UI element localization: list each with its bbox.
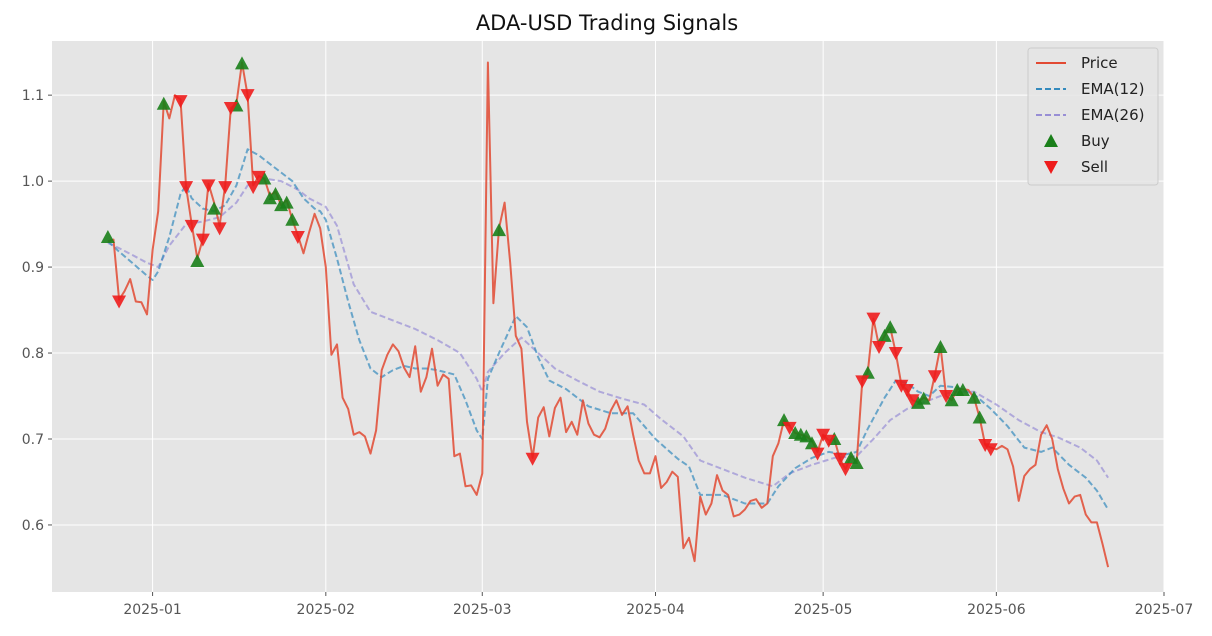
buy-marker [234, 56, 249, 70]
legend-buy-label: Buy [1081, 132, 1110, 150]
legend-ema26-label: EMA(26) [1081, 106, 1144, 124]
buy-marker [804, 436, 819, 450]
x-tick-label: 2025-07 [1135, 602, 1194, 618]
buy-marker [100, 229, 115, 243]
sell-marker [866, 312, 881, 326]
buy-marker [849, 456, 864, 470]
sell-marker [810, 447, 825, 461]
x-tick-label: 2025-05 [794, 602, 853, 618]
y-tick-label: 0.7 [22, 432, 44, 448]
sell-marker [905, 394, 920, 408]
y-tick-label: 1.1 [22, 88, 44, 104]
buy-marker [877, 328, 892, 342]
sell-marker [855, 375, 870, 389]
sell-marker [872, 341, 887, 355]
legend-price-label: Price [1081, 54, 1118, 72]
sell-marker [212, 222, 227, 236]
plot-area [52, 41, 1164, 592]
buy-marker [916, 391, 931, 405]
legend-box [1027, 47, 1159, 186]
signal-markers [100, 56, 998, 477]
y-tick-label: 0.6 [22, 518, 44, 534]
sell-marker [240, 89, 255, 103]
sell-marker [290, 230, 305, 244]
sell-marker [939, 390, 954, 404]
sell-marker [218, 181, 233, 195]
sell-marker [888, 347, 903, 361]
y-tick-label: 0.9 [22, 260, 44, 276]
sell-marker [112, 295, 127, 309]
x-axis-ticks: 2025-01 2025-02 2025-03 2025-04 2025-05 2025-… [123, 592, 1193, 618]
sell-marker [179, 181, 194, 195]
x-tick-label: 2025-06 [967, 602, 1026, 618]
chart-title: ADA-USD Trading Signals [476, 11, 738, 35]
buy-marker [883, 320, 898, 334]
sell-marker [899, 383, 914, 397]
legend-buy-marker [1044, 134, 1058, 147]
legend: Price EMA(12) EMA(26) Buy Sell [1027, 47, 1159, 186]
buy-marker [257, 171, 272, 185]
sell-marker [251, 170, 266, 184]
sell-marker [223, 102, 238, 116]
buy-marker [285, 212, 300, 226]
legend-sell-marker [1044, 161, 1058, 174]
sell-marker [201, 179, 216, 193]
grid-lines [52, 41, 1165, 592]
x-tick-label: 2025-01 [123, 602, 182, 618]
sell-marker [525, 452, 540, 466]
buy-marker [944, 393, 959, 407]
legend-sell-label: Sell [1081, 158, 1108, 176]
buy-marker [268, 187, 283, 201]
buy-marker [972, 410, 987, 424]
sell-marker [173, 95, 188, 109]
x-tick-label: 2025-04 [626, 602, 685, 618]
buy-marker [156, 96, 171, 110]
sell-marker [246, 181, 261, 195]
y-tick-label: 1.0 [22, 174, 44, 190]
x-tick-label: 2025-03 [453, 602, 512, 618]
buy-marker [279, 195, 294, 209]
buy-marker [207, 201, 222, 215]
sell-marker [184, 219, 199, 233]
buy-marker [492, 223, 507, 237]
legend-ema12-label: EMA(12) [1081, 80, 1144, 98]
buy-marker [967, 390, 982, 404]
sell-marker [782, 421, 797, 435]
sell-marker [983, 443, 998, 457]
buy-marker [955, 382, 970, 396]
sell-marker [832, 452, 847, 466]
sell-marker [838, 463, 853, 477]
y-tick-label: 0.8 [22, 346, 44, 362]
buy-marker [933, 340, 948, 354]
buy-marker [190, 254, 205, 268]
x-tick-label: 2025-02 [297, 602, 356, 618]
buy-marker [799, 429, 814, 443]
sell-marker [927, 370, 942, 384]
y-axis-ticks: 0.6 0.7 0.8 0.9 1.0 1.1 [22, 88, 52, 534]
sell-marker [195, 233, 210, 247]
ema12-line [107, 148, 1109, 511]
sell-marker [821, 434, 836, 448]
